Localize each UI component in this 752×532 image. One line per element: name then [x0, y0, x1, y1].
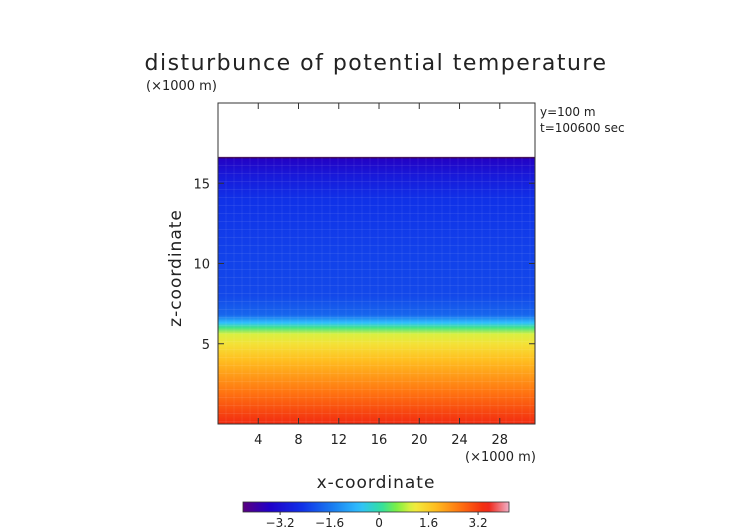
colorbar-ticks: −3.2 −1.6 0 1.6 3.2 [266, 512, 488, 530]
y-tick-label: 5 [202, 338, 210, 353]
chart-title: disturbunce of potential temperature [145, 51, 608, 76]
colorbar-gradient [242, 501, 510, 513]
x-tick-label: 16 [371, 433, 388, 448]
colorbar-tick-label: 0 [375, 516, 383, 530]
x-tick-label: 12 [330, 433, 347, 448]
x-unit-label: (×1000 m) [465, 450, 536, 465]
x-axis-label: x-coordinate [317, 473, 436, 493]
colorbar-tick-label: 1.6 [419, 516, 438, 530]
annotation-y-position: y=100 m [540, 105, 596, 119]
colorbar-tick-label: −3.2 [266, 516, 295, 530]
y-axis-label: z-coordinate [166, 209, 186, 327]
field-fill [218, 157, 535, 424]
heatmap-field [218, 156, 535, 424]
x-axis: 4 8 12 16 20 24 28 [254, 103, 508, 448]
colorbar-tick-label: −1.6 [315, 516, 344, 530]
colorbar: −3.2 −1.6 0 1.6 3.2 [242, 501, 510, 530]
y-axis: 5 10 15 [193, 177, 535, 353]
x-tick-label: 20 [411, 433, 428, 448]
annotations: y=100 m t=100600 sec [540, 105, 625, 135]
colorbar-tick-label: 3.2 [469, 516, 488, 530]
y-tick-label: 10 [193, 258, 210, 273]
x-tick-label: 28 [492, 433, 509, 448]
x-tick-label: 4 [254, 433, 262, 448]
plot-area: 4 8 12 16 20 24 28 5 10 15 [193, 102, 536, 448]
x-tick-label: 8 [294, 433, 302, 448]
y-tick-label: 15 [193, 177, 210, 192]
y-unit-label: (×1000 m) [146, 79, 217, 94]
x-tick-label: 24 [451, 433, 468, 448]
annotation-time: t=100600 sec [540, 121, 625, 135]
